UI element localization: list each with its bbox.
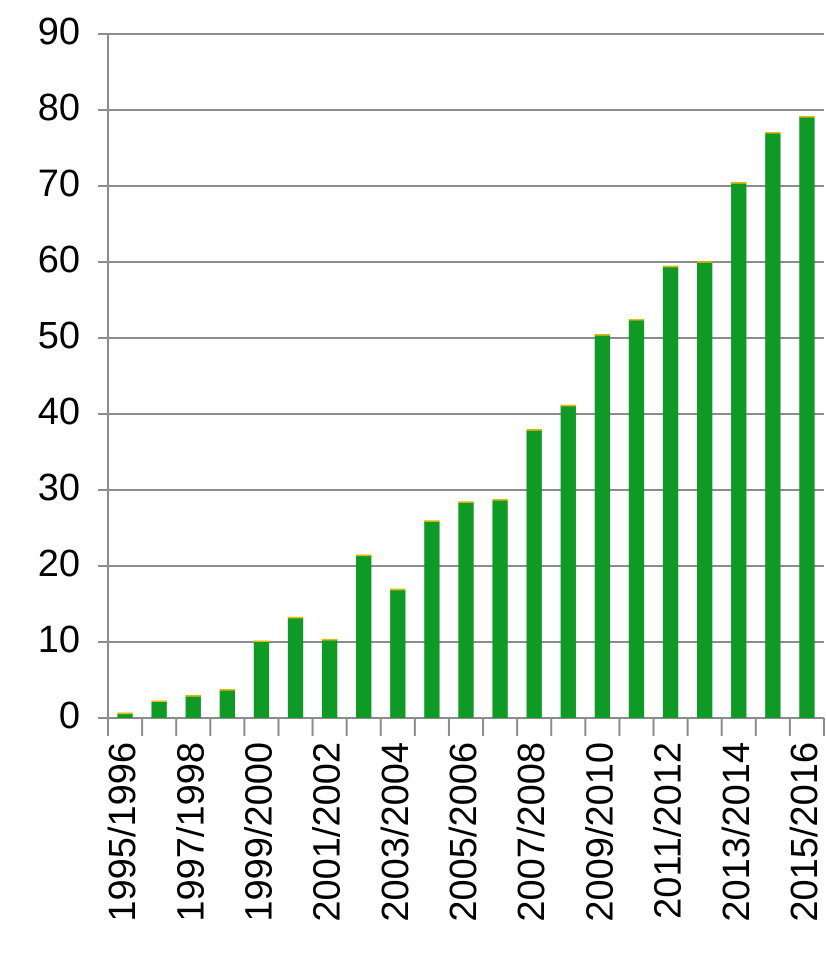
bar-1995-1996 <box>117 712 133 718</box>
bar-1997-1998 <box>185 695 201 718</box>
bar-1998-1999 <box>219 689 236 718</box>
bar-1996-1997 <box>151 700 167 718</box>
bar-2001-2002 <box>321 638 338 718</box>
y-tick-label-0: 0 <box>59 695 80 737</box>
y-tick-label-5: 50 <box>38 315 80 357</box>
bar-1999-2000 <box>253 640 270 718</box>
x-tick-label-10: 2015/2016 <box>784 742 826 922</box>
y-tick-label-8: 80 <box>38 87 80 129</box>
y-tick-label-4: 40 <box>38 391 80 433</box>
y-tick-label-6: 60 <box>38 239 80 281</box>
x-tick-label-5: 2005/2006 <box>443 742 485 922</box>
bar-2008-2009 <box>560 404 576 718</box>
bar-2007-2008 <box>526 429 542 718</box>
y-tick-label-3: 30 <box>38 467 80 509</box>
x-tick-label-4: 2003/2004 <box>375 742 417 922</box>
x-tick-label-0: 1995/1996 <box>102 742 144 922</box>
y-tick-label-9: 90 <box>38 11 80 53</box>
x-tick-label-9: 2013/2014 <box>716 742 758 922</box>
y-tick-label-7: 70 <box>38 163 80 205</box>
bar-2013-2014 <box>731 182 747 718</box>
bar-2015-2016 <box>799 116 815 718</box>
bar-2012-2013 <box>696 261 713 718</box>
bar-2006-2007 <box>492 499 508 718</box>
x-tick-label-7: 2009/2010 <box>579 742 621 922</box>
bar-2000-2001 <box>287 616 304 718</box>
x-tick-label-3: 2001/2002 <box>307 742 349 922</box>
bar-2009-2010 <box>594 334 611 718</box>
y-tick-label-2: 20 <box>38 543 80 585</box>
bar-2011-2012 <box>662 265 679 718</box>
x-tick-label-2: 1999/2000 <box>238 742 280 922</box>
bar-2002-2003 <box>356 554 372 718</box>
bar-2003-2004 <box>390 588 406 718</box>
x-tick-label-1: 1997/1998 <box>170 742 212 922</box>
bar-2004-2005 <box>424 520 440 718</box>
x-tick-label-6: 2007/2008 <box>511 742 553 922</box>
y-tick-label-1: 10 <box>38 619 80 661</box>
bar-2005-2006 <box>458 501 474 718</box>
bar-2014-2015 <box>765 132 781 719</box>
bar-2010-2011 <box>628 319 645 718</box>
x-tick-label-8: 2011/2012 <box>648 742 690 919</box>
